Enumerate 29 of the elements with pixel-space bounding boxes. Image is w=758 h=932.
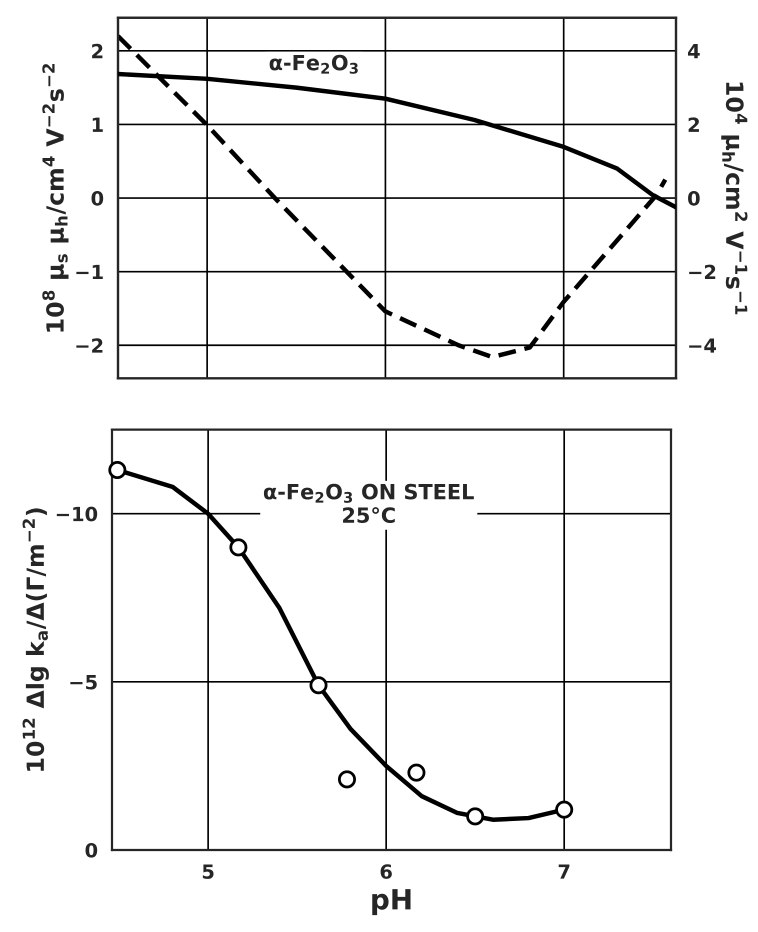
y2-tick-label: −2 xyxy=(689,264,716,280)
y-tick-label: 0 xyxy=(92,191,104,206)
y-tick-label: 0 xyxy=(86,842,98,858)
y-axis-title: 10$^{12}$ Δlg k$_{a}$/Δ(Γ/m$^{−2}$) xyxy=(22,508,49,771)
y2-tick-label: 0 xyxy=(688,191,700,206)
y-tick-label: −5 xyxy=(70,675,97,690)
point xyxy=(466,807,484,826)
y2-tick-label: 2 xyxy=(688,117,699,132)
annotation: α-Fe$_{2}$O$_{3}$ xyxy=(270,54,358,74)
point xyxy=(338,770,356,788)
x-tick-label: 6 xyxy=(380,864,392,879)
point xyxy=(407,764,426,782)
point xyxy=(108,461,126,479)
y-tick-label: −1 xyxy=(76,264,103,280)
point xyxy=(229,538,248,556)
point xyxy=(555,800,574,819)
x-axis-title: pH xyxy=(372,889,411,916)
text: 10$^{4}$ μ$_{h}$/cm$^{2}$ V$^{−1}$s$^{−1}$ xyxy=(721,82,748,314)
y-tick-label: 2 xyxy=(92,44,102,58)
y2-tick-label: −4 xyxy=(689,338,716,353)
y-tick-label: −2 xyxy=(76,338,102,353)
text: 10$^{8}$ μ$_{s}$ μ$_{h}$/cm$^{4}$ V$^{−2}$s$^{−2}$ xyxy=(42,64,69,332)
x-tick-label: 7 xyxy=(558,864,570,879)
y-tick-label: 1 xyxy=(92,118,103,132)
annotation: α-Fe$_{2}$O$_{3}$ ON STEEL 25°C xyxy=(264,484,474,524)
y2-tick-label: 4 xyxy=(688,44,700,58)
y-tick-label: −10 xyxy=(56,506,98,522)
x-tick-label: 5 xyxy=(202,864,214,879)
point xyxy=(310,676,328,694)
